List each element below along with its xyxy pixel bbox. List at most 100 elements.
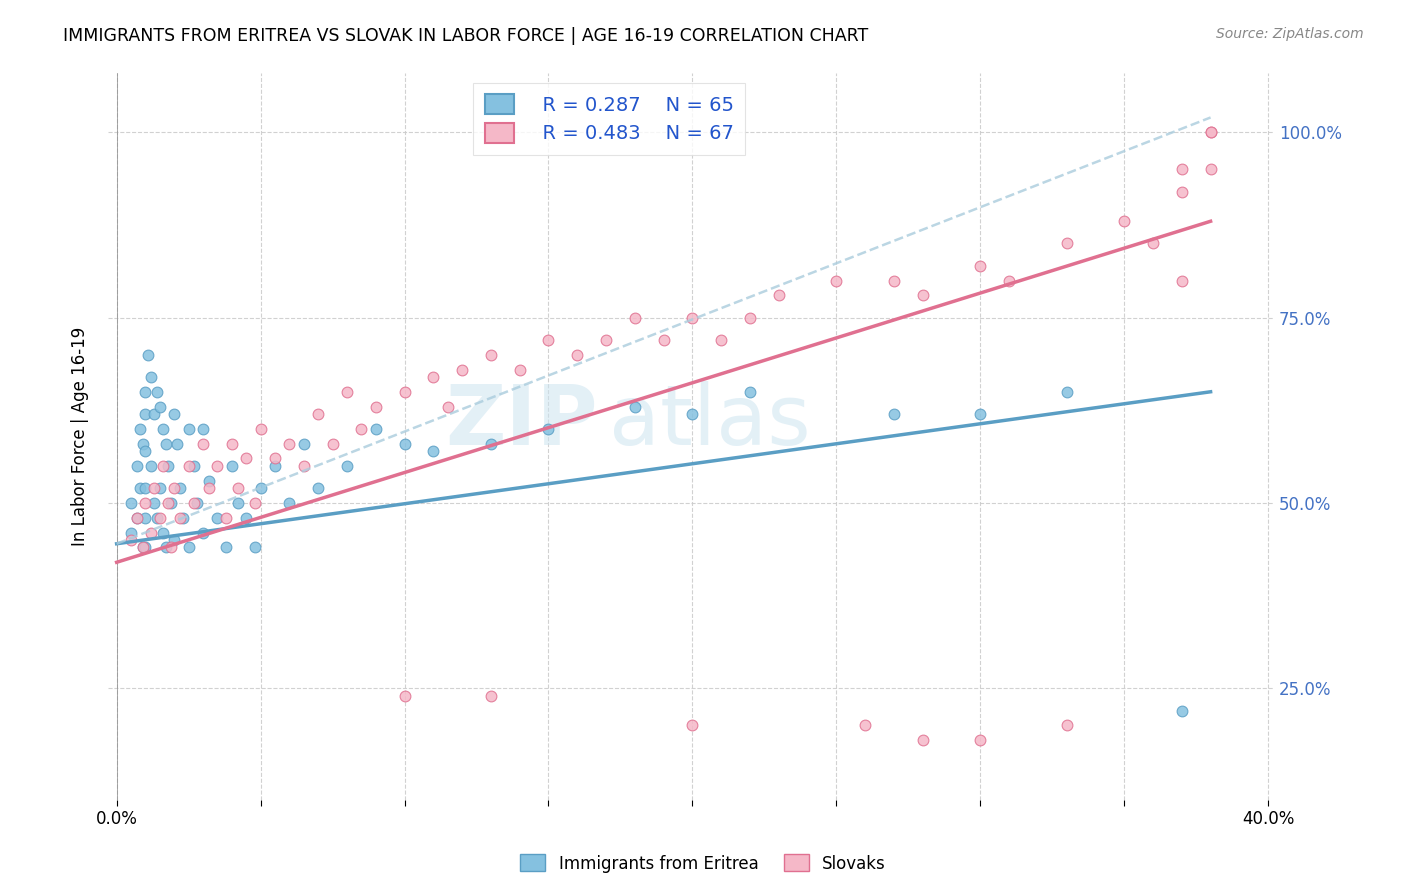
Point — [120, 533, 142, 547]
Point — [969, 407, 991, 421]
Point — [243, 496, 266, 510]
Point — [969, 733, 991, 747]
Point — [125, 458, 148, 473]
Point — [128, 481, 150, 495]
Point — [134, 496, 156, 510]
Point — [141, 458, 163, 473]
Point — [163, 481, 186, 495]
Point — [825, 274, 848, 288]
Point — [226, 481, 249, 495]
Point — [191, 525, 214, 540]
Point — [235, 451, 257, 466]
Point — [131, 541, 153, 555]
Point — [681, 310, 703, 325]
Point — [125, 510, 148, 524]
Point — [738, 310, 761, 325]
Point — [768, 288, 790, 302]
Point — [249, 481, 271, 495]
Point — [166, 436, 188, 450]
Point — [177, 422, 200, 436]
Point — [624, 400, 647, 414]
Point — [141, 370, 163, 384]
Point — [146, 510, 169, 524]
Point — [1056, 236, 1078, 251]
Point — [235, 510, 257, 524]
Point — [595, 333, 617, 347]
Point — [1056, 718, 1078, 732]
Legend:   R = 0.287    N = 65,   R = 0.483    N = 67: R = 0.287 N = 65, R = 0.483 N = 67 — [474, 83, 745, 155]
Point — [307, 481, 329, 495]
Text: atlas: atlas — [609, 381, 811, 462]
Point — [197, 481, 219, 495]
Point — [191, 422, 214, 436]
Point — [149, 481, 172, 495]
Point — [215, 541, 238, 555]
Point — [207, 510, 229, 524]
Point — [134, 481, 156, 495]
Point — [243, 541, 266, 555]
Point — [911, 733, 934, 747]
Point — [422, 370, 444, 384]
Point — [128, 422, 150, 436]
Y-axis label: In Labor Force | Age 16-19: In Labor Force | Age 16-19 — [72, 326, 89, 546]
Point — [226, 496, 249, 510]
Point — [336, 458, 359, 473]
Point — [177, 458, 200, 473]
Point — [186, 496, 208, 510]
Point — [292, 458, 315, 473]
Point — [125, 510, 148, 524]
Point — [152, 458, 174, 473]
Point — [364, 422, 387, 436]
Point — [853, 718, 876, 732]
Point — [1171, 185, 1194, 199]
Point — [307, 407, 329, 421]
Point — [131, 436, 153, 450]
Point — [710, 333, 733, 347]
Point — [451, 362, 474, 376]
Point — [120, 525, 142, 540]
Point — [249, 422, 271, 436]
Point — [479, 436, 502, 450]
Point — [155, 541, 177, 555]
Point — [1199, 125, 1222, 139]
Point — [998, 274, 1021, 288]
Point — [143, 496, 166, 510]
Point — [264, 458, 287, 473]
Point — [394, 436, 416, 450]
Point — [169, 510, 191, 524]
Point — [479, 689, 502, 703]
Point — [883, 274, 905, 288]
Point — [177, 541, 200, 555]
Point — [207, 458, 229, 473]
Point — [136, 348, 159, 362]
Point — [141, 525, 163, 540]
Point — [509, 362, 531, 376]
Point — [172, 510, 194, 524]
Point — [1142, 236, 1164, 251]
Point — [134, 444, 156, 458]
Point — [143, 481, 166, 495]
Point — [394, 384, 416, 399]
Text: ZIP: ZIP — [446, 381, 598, 462]
Point — [160, 541, 183, 555]
Point — [160, 496, 183, 510]
Point — [1056, 384, 1078, 399]
Text: Source: ZipAtlas.com: Source: ZipAtlas.com — [1216, 27, 1364, 41]
Point — [1171, 704, 1194, 718]
Point — [197, 474, 219, 488]
Point — [120, 496, 142, 510]
Point — [479, 348, 502, 362]
Point — [157, 496, 180, 510]
Point — [624, 310, 647, 325]
Point — [969, 259, 991, 273]
Point — [134, 384, 156, 399]
Point — [221, 458, 243, 473]
Point — [1199, 162, 1222, 177]
Point — [143, 407, 166, 421]
Point — [278, 496, 301, 510]
Point — [1171, 274, 1194, 288]
Point — [264, 451, 287, 466]
Point — [567, 348, 589, 362]
Point — [911, 288, 934, 302]
Point — [152, 525, 174, 540]
